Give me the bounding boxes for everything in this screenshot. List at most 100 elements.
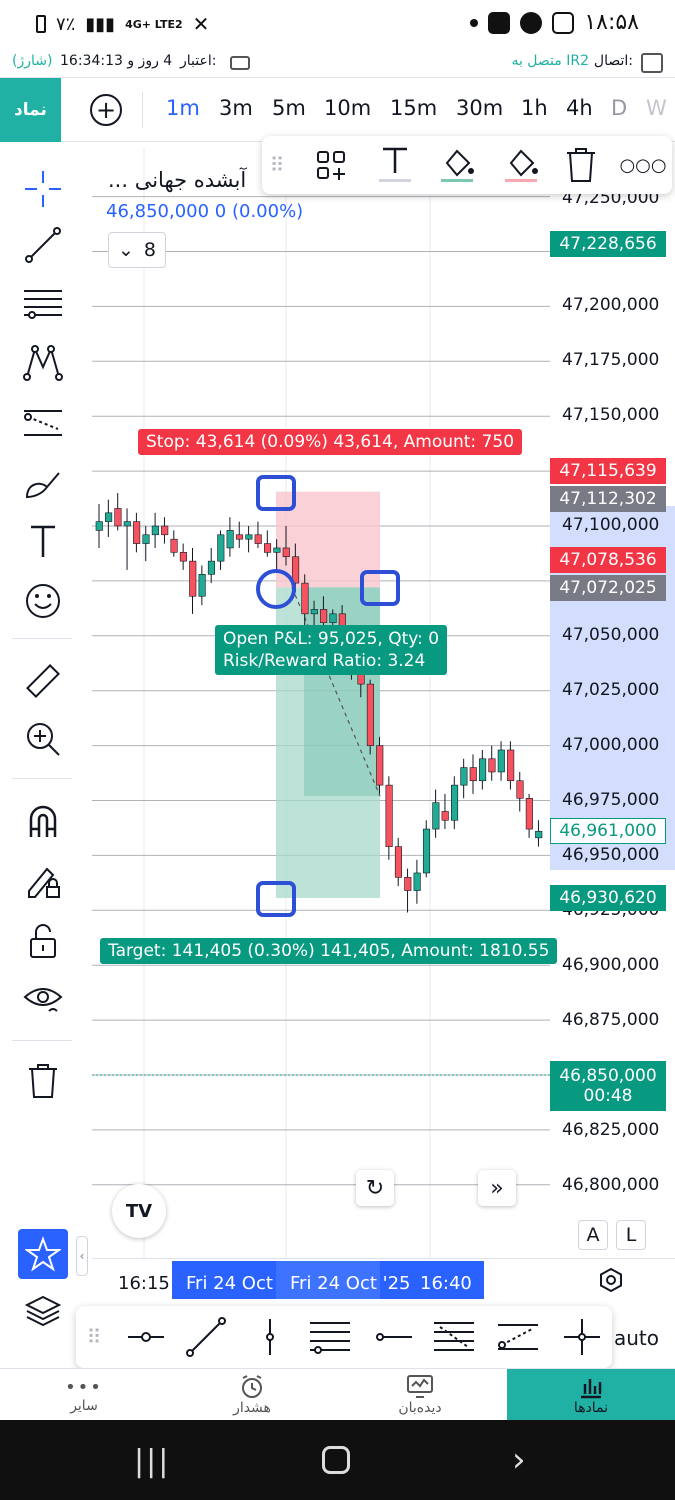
price-tag-top: 47,228,656 [550, 231, 666, 257]
collapse-toolbar-button[interactable]: ‹ [76, 1236, 88, 1276]
candle-up [245, 534, 253, 540]
time-label: 16:15 [118, 1273, 170, 1294]
horizontal-ray-icon [128, 1332, 164, 1342]
symbol-title[interactable]: ... آبشده جهانی [108, 168, 247, 192]
home-button[interactable] [322, 1446, 350, 1474]
tab-symbols-label: نمادها [573, 1400, 609, 1416]
timeframe-10m[interactable]: 10m [324, 96, 372, 120]
crosshair-tool[interactable] [20, 166, 66, 212]
fib-retracement-tool[interactable] [432, 1316, 476, 1358]
recent-apps-button[interactable]: ||| [134, 1444, 171, 1479]
trend-line-tool[interactable] [20, 222, 66, 268]
brush-tool[interactable] [20, 460, 66, 506]
chart-area[interactable]: 47,250,000 47,200,000 47,175,000 47,150,… [92, 148, 675, 1258]
symbol-button[interactable]: نماد [0, 78, 61, 142]
ray-tool[interactable] [372, 1316, 416, 1358]
timeframe-1h[interactable]: 1h [521, 96, 548, 120]
favorites-button[interactable] [18, 1229, 68, 1279]
width-handle[interactable] [360, 570, 400, 606]
text-tool[interactable] [20, 518, 66, 564]
scroll-to-end-button[interactable]: » [478, 1170, 516, 1206]
tab-watchlist[interactable]: دیده‌بان [336, 1369, 504, 1421]
pattern-tool[interactable] [20, 340, 66, 386]
stop-label[interactable]: Stop: 43,614 (0.09%) 43,614, Amount: 750 [138, 429, 523, 455]
crosshair-quick-tool[interactable] [560, 1316, 604, 1358]
timeframe-d[interactable]: D [611, 96, 628, 120]
tab-symbols[interactable]: نمادها [507, 1369, 675, 1421]
entry-handle[interactable] [256, 569, 296, 609]
menu-icon[interactable] [641, 53, 663, 73]
fill-color-button-green[interactable] [436, 144, 478, 186]
range-end-label: 16:40 [420, 1273, 472, 1294]
lock-all-tool[interactable] [20, 918, 66, 964]
fill-color-button-red[interactable] [500, 144, 542, 186]
price-tag-gray-high: 47,112,302 [550, 486, 666, 512]
indicators-toggle[interactable]: ⌄ 8 [108, 232, 166, 268]
timeframe-3m[interactable]: 3m [219, 96, 253, 120]
magnet-tool[interactable] [20, 798, 66, 844]
indicator-count: 8 [143, 239, 156, 261]
template-button[interactable] [310, 144, 352, 186]
trend-line-quick-tool[interactable] [184, 1316, 228, 1358]
reset-chart-button[interactable]: ↻ [356, 1170, 394, 1206]
timeframe-5m[interactable]: 5m [272, 96, 306, 120]
log-scale-button[interactable]: L [616, 1220, 646, 1250]
trend-line-icon [25, 227, 61, 263]
horizontal-ray-tool[interactable] [124, 1316, 168, 1358]
fib-tool[interactable] [20, 282, 66, 328]
vertical-line-tool[interactable] [248, 1316, 292, 1358]
trend-line-icon [186, 1317, 226, 1357]
time-axis[interactable]: 16:15 Fri 24 Oct Fri 24 Oct '25 16:40 [92, 1258, 675, 1304]
legend-change: 0 (0.00%) [214, 201, 304, 222]
forecast-icon [24, 410, 62, 436]
fib-lines-icon [310, 1322, 350, 1354]
stop-handle[interactable] [256, 475, 296, 511]
delete-tool[interactable] [20, 1058, 66, 1104]
price-label-46875000: 46,875,000 [562, 1010, 660, 1030]
chart-settings-button[interactable] [598, 1267, 624, 1293]
more-options-button[interactable]: ○○○ [619, 144, 666, 186]
forecast-icon [498, 1324, 538, 1350]
emoji-tool[interactable] [20, 578, 66, 624]
chevron-down-icon: ⌄ [117, 239, 134, 261]
timeframe-15m[interactable]: 15m [390, 96, 438, 120]
visibility-tool[interactable] [20, 976, 66, 1022]
tradingview-logo[interactable]: TV [112, 1184, 166, 1238]
target-handle[interactable] [256, 881, 296, 917]
drag-handle[interactable]: ⠿ [86, 1325, 102, 1349]
pnl-label[interactable]: Open P&L: 95,025, Qty: 0 Risk/Reward Rat… [215, 625, 448, 675]
lock-drawing-tool[interactable] [20, 858, 66, 904]
connection-value: متصل به IR2 [511, 53, 589, 69]
auto-scale-label[interactable]: auto [614, 1326, 660, 1350]
parallel-lines-tool[interactable] [308, 1316, 352, 1358]
toolbar-divider [142, 92, 143, 128]
add-symbol-button[interactable]: + [90, 94, 122, 126]
timeframe-w[interactable]: W [646, 96, 667, 120]
candle-down [394, 846, 403, 878]
text-icon [31, 525, 55, 557]
candle-down [292, 556, 300, 584]
target-label[interactable]: Target: 141,405 (0.30%) 141,405, Amount:… [100, 938, 558, 964]
price-tag-gray-entry: 47,072,025 [550, 575, 666, 601]
timeframe-1m[interactable]: 1m [166, 96, 200, 120]
timeframe-4h[interactable]: 4h [566, 96, 593, 120]
charge-link[interactable]: (شارژ) [12, 53, 53, 69]
candle-up [105, 512, 113, 522]
back-button[interactable]: › [512, 1440, 526, 1480]
drag-handle[interactable]: ⠿ [269, 153, 285, 177]
tab-alerts[interactable]: هشدار [168, 1369, 336, 1421]
candle-down [170, 538, 178, 553]
candle-down [376, 745, 384, 786]
forecast-tool[interactable] [496, 1316, 540, 1358]
measure-tool[interactable] [20, 658, 66, 704]
layers-tool[interactable] [20, 1288, 66, 1334]
tab-more[interactable]: ••• سایر [0, 1369, 168, 1421]
zoom-tool[interactable] [20, 716, 66, 762]
candle-down [516, 780, 524, 799]
timeframe-30m[interactable]: 30m [456, 96, 504, 120]
delete-drawing-button[interactable] [560, 144, 602, 186]
prediction-tool[interactable] [20, 400, 66, 446]
auto-scale-a-button[interactable]: A [578, 1220, 608, 1250]
candle-down [114, 508, 122, 527]
text-color-button[interactable] [374, 144, 416, 186]
